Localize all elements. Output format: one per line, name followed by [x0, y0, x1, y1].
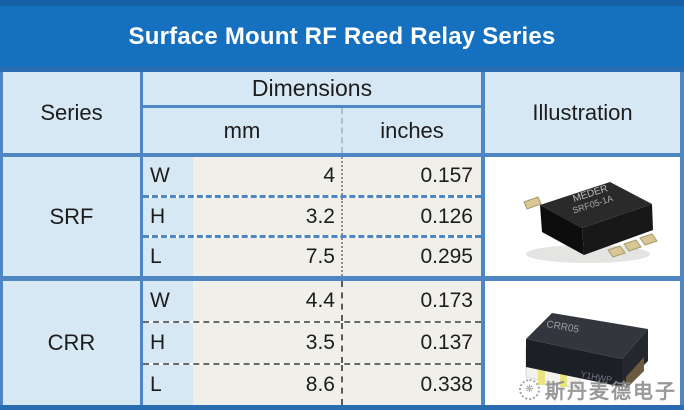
inches-value: 0.173 [343, 281, 481, 321]
table-header: Series Dimensions mm inches Illustration [3, 72, 680, 157]
dim-label: H [143, 323, 193, 363]
mm-value: 3.5 [193, 323, 343, 363]
dimension-row: W 4.4 0.173 [143, 281, 481, 323]
mm-value: 7.5 [193, 238, 343, 277]
mm-value: 4 [193, 157, 343, 195]
dim-label: W [143, 281, 193, 321]
mm-value: 8.6 [193, 365, 343, 405]
title-band: Surface Mount RF Reed Relay Series [0, 0, 684, 72]
page-title: Surface Mount RF Reed Relay Series [128, 22, 556, 50]
dim-label: L [143, 238, 193, 277]
header-illustration: Illustration [481, 72, 680, 153]
inches-value: 0.338 [343, 365, 481, 405]
inches-value: 0.295 [343, 238, 481, 277]
srf-dimensions: W 4 0.157 H 3.2 0.126 L 7.5 0.295 [143, 157, 481, 277]
dimension-row: W 4 0.157 [143, 157, 481, 198]
crr-relay-image: CRR05 Y1HWP [525, 313, 648, 390]
table-row-crr: CRR W 4.4 0.173 H 3.5 0.137 L 8.6 0.338 [3, 281, 680, 405]
series-cell-crr: CRR [3, 281, 143, 405]
inches-value: 0.157 [343, 157, 481, 195]
srf-relay-image: MEDER SRF05-1A [522, 181, 658, 263]
header-units-row: mm inches [143, 108, 481, 153]
header-dimensions: Dimensions [143, 72, 481, 108]
dimension-row: H 3.5 0.137 [143, 323, 481, 365]
mm-value: 4.4 [193, 281, 343, 321]
relay-photo-srf: MEDER SRF05-1A [481, 157, 680, 276]
mm-value: 3.2 [193, 197, 343, 236]
header-inches: inches [343, 108, 481, 153]
inches-value: 0.126 [343, 197, 481, 236]
bottom-border-strip [0, 405, 684, 410]
watermark-logo-icon: ❋ [519, 379, 540, 400]
header-series: Series [3, 72, 143, 153]
header-mm: mm [143, 108, 343, 153]
dim-label: W [143, 157, 193, 195]
dimension-row: L 8.6 0.338 [143, 365, 481, 405]
dimension-row: H 3.2 0.126 [143, 197, 481, 239]
table-row-srf: SRF W 4 0.157 H 3.2 0.126 L 7.5 0.295 [3, 157, 680, 281]
inches-value: 0.137 [343, 323, 481, 363]
relay-photo-crr: CRR05 Y1HWP ❋ 斯丹麦德电子 [481, 281, 680, 405]
dim-label: H [143, 197, 193, 236]
spec-table: Series Dimensions mm inches Illustration… [0, 72, 684, 405]
dim-label: L [143, 365, 193, 405]
header-dimensions-group: Dimensions mm inches [143, 72, 481, 153]
series-cell-srf: SRF [3, 157, 143, 276]
dimension-row: L 7.5 0.295 [143, 238, 481, 277]
watermark: ❋ 斯丹麦德电子 [519, 375, 677, 404]
crr-dimensions: W 4.4 0.173 H 3.5 0.137 L 8.6 0.338 [143, 281, 481, 405]
watermark-text: 斯丹麦德电子 [545, 381, 677, 403]
